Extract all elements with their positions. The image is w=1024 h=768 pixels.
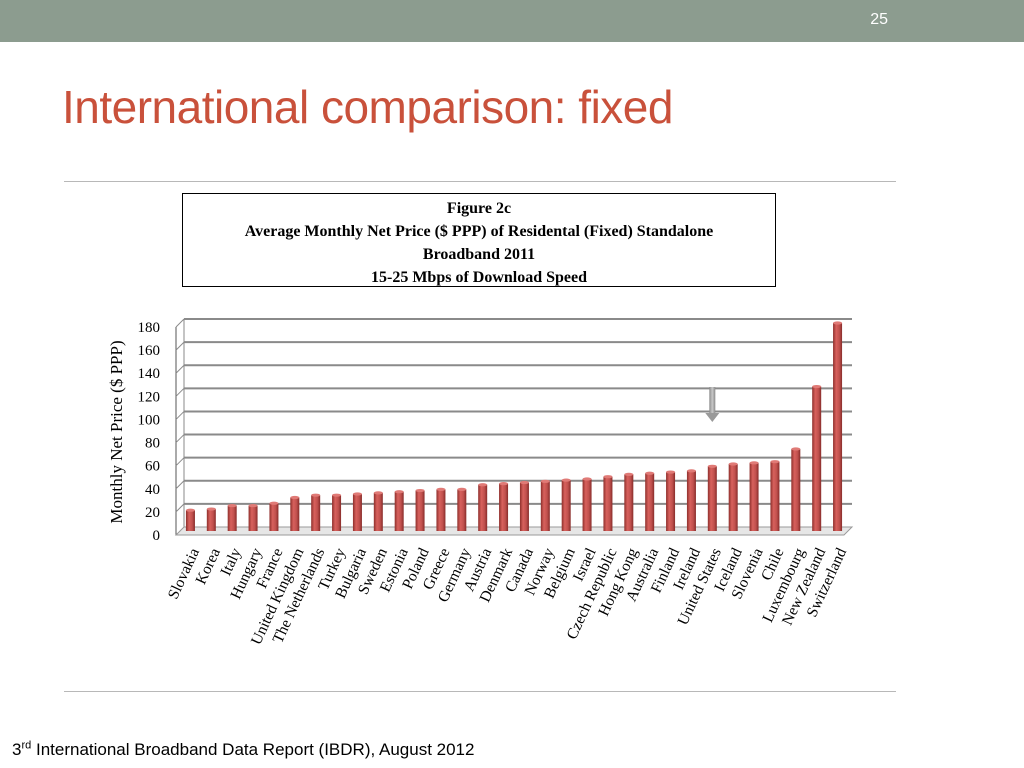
footnote-text: International Broadband Data Report (IBD… <box>31 740 475 759</box>
y-tick-label: 140 <box>138 366 161 382</box>
top-divider <box>64 181 896 182</box>
figure-title-line-1: Average Monthly Net Price ($ PPP) of Res… <box>244 223 714 240</box>
footnote-ordinal-suffix: rd <box>21 739 32 752</box>
gridline-side <box>175 387 185 397</box>
y-tick-label: 100 <box>138 412 161 428</box>
figure-title-line-2: Broadband 2011 <box>422 246 536 263</box>
source-footnote: 3rd International Broadband Data Report … <box>12 740 474 760</box>
bar <box>248 503 258 531</box>
gridline-side <box>175 341 185 351</box>
gridline-side <box>175 364 185 374</box>
bar <box>227 503 237 531</box>
y-tick-label: 120 <box>138 389 161 405</box>
bar <box>478 483 488 531</box>
bottom-divider <box>64 691 896 692</box>
bar <box>686 469 696 531</box>
annotation-arrow <box>705 387 720 422</box>
top-bar: 25 <box>0 0 1024 42</box>
bar <box>206 507 216 531</box>
page-number: 25 <box>870 11 888 28</box>
figure-label: Figure 2c <box>446 200 512 217</box>
figure-caption-box: Figure 2c Average Monthly Net Price ($ P… <box>182 193 776 287</box>
bar <box>436 487 446 531</box>
y-tick-label: 0 <box>153 528 161 544</box>
y-tick-label: 40 <box>145 482 160 498</box>
bar <box>352 492 362 531</box>
bar <box>332 493 342 531</box>
footnote-ordinal: 3 <box>12 740 22 759</box>
y-tick-label: 160 <box>138 343 161 359</box>
bar <box>728 462 738 531</box>
gridline-side <box>175 434 185 443</box>
bar <box>749 461 759 531</box>
bar <box>603 475 613 531</box>
bar <box>499 482 509 531</box>
bar <box>415 488 425 531</box>
y-tick-label: 60 <box>145 459 160 475</box>
bar <box>582 477 592 531</box>
slide-title: International comparison: fixed <box>62 81 673 133</box>
bar <box>373 491 383 531</box>
y-axis-label: Monthly Net Price ($ PPP) <box>107 340 126 523</box>
bar <box>707 464 717 531</box>
bar <box>833 321 843 531</box>
figure-title-line-3: 15-25 Mbps of Download Speed <box>370 269 588 286</box>
gridline-side <box>175 457 185 467</box>
y-tick-label: 180 <box>138 320 161 336</box>
bar <box>645 471 655 531</box>
gridline-side <box>175 503 185 513</box>
y-tick-label: 80 <box>145 436 160 452</box>
bar <box>770 460 780 531</box>
bar <box>540 479 550 531</box>
bar <box>812 384 822 531</box>
bar <box>290 495 300 531</box>
gridline-side <box>175 480 185 490</box>
bar <box>185 508 195 531</box>
bar <box>269 501 279 531</box>
gridline-side <box>175 411 185 420</box>
gridline-side <box>175 318 185 328</box>
bar <box>311 493 321 531</box>
y-tick-label: 20 <box>145 505 160 521</box>
bar <box>561 478 571 531</box>
bar <box>457 487 467 531</box>
bar <box>394 490 404 531</box>
bar <box>624 472 634 531</box>
bar <box>666 470 676 531</box>
bar <box>791 447 801 531</box>
bar <box>519 480 529 531</box>
